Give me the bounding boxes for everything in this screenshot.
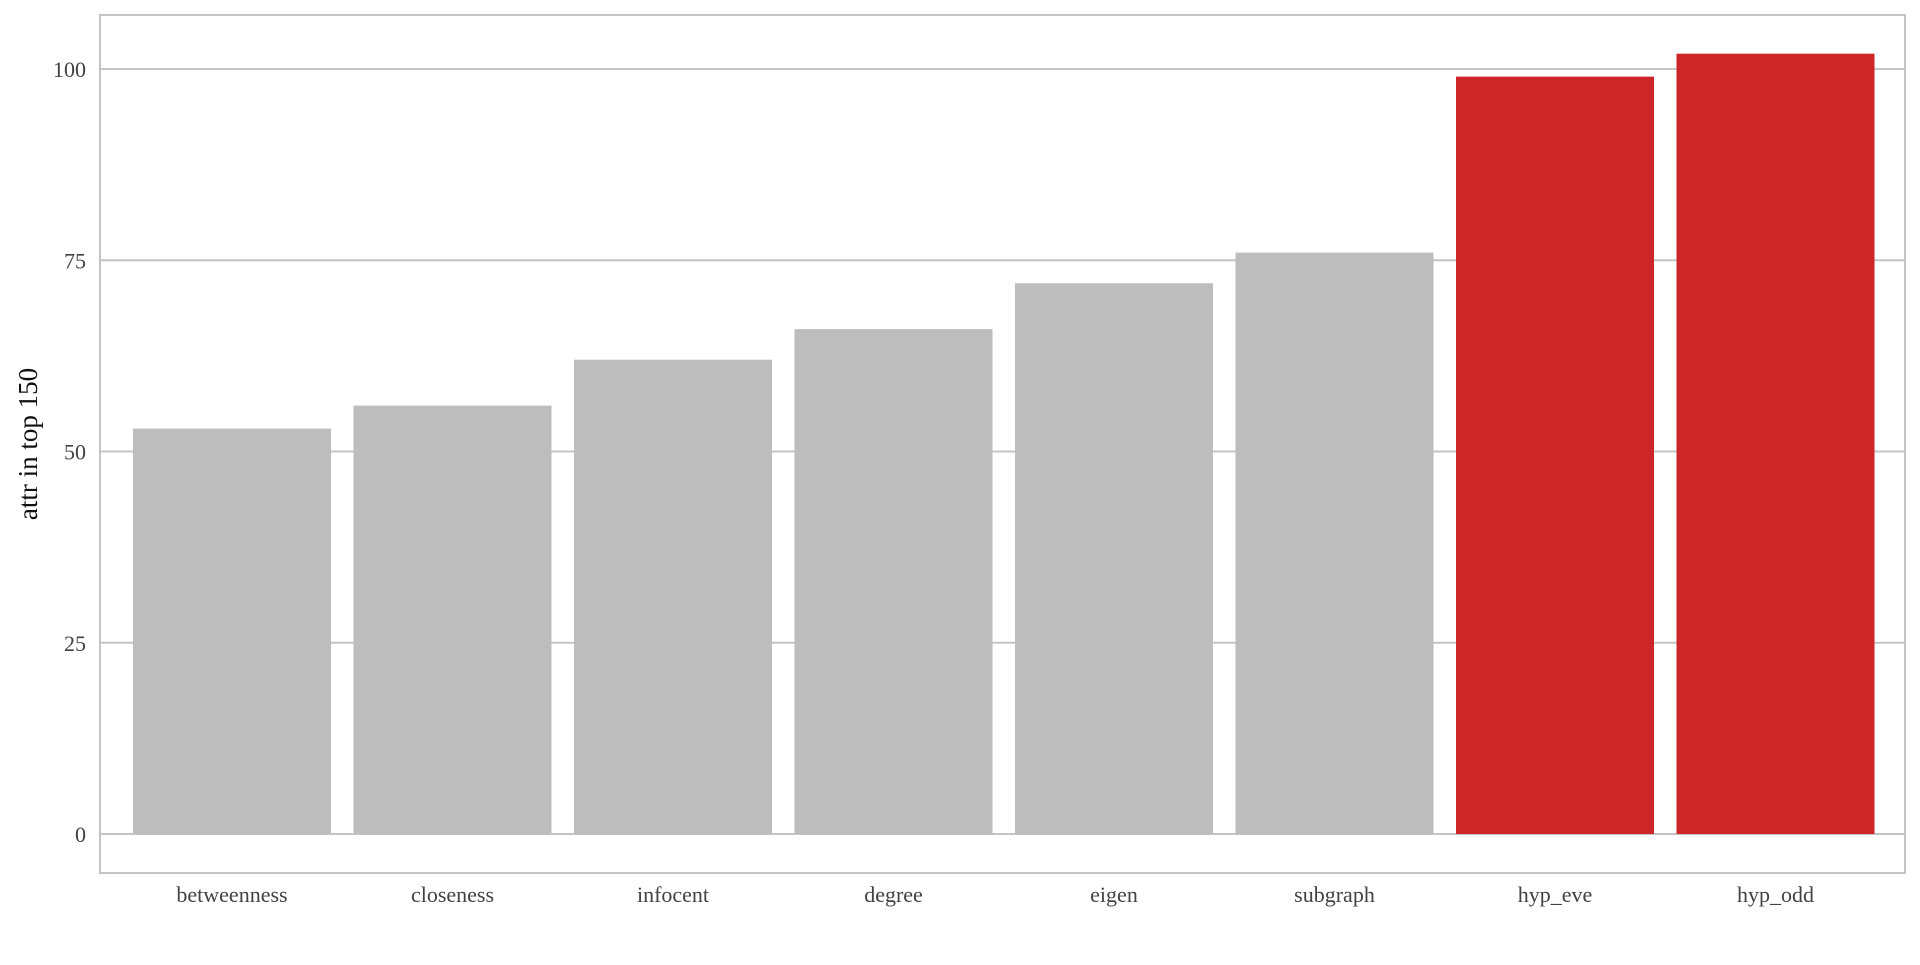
y-tick-label-0: 0 [75,822,86,847]
x-tick-label-hyp-eve: hyp_eve [1518,882,1593,907]
x-tick-label-hyp-odd: hyp_odd [1737,882,1814,907]
bar-closeness [353,405,552,834]
y-tick-label-50: 50 [64,440,86,465]
x-tick-label-closeness: closeness [411,882,494,907]
x-tick-label-degree: degree [864,882,923,907]
x-tick-labels: betweenness closeness infocent degree eigen s… [176,882,1814,907]
bar-degree [794,329,993,834]
x-tick-label-infocent: infocent [637,882,709,907]
bar-subgraph [1235,252,1434,835]
y-axis-label: attr in top 150 [13,368,43,520]
bar-hyp-odd [1676,53,1875,834]
x-tick-label-subgraph: subgraph [1294,882,1375,907]
plot-frame [99,14,1906,874]
bars [133,53,1875,835]
x-tick-label-eigen: eigen [1090,882,1138,907]
y-tick-label-100: 100 [53,57,86,82]
y-tick-label-25: 25 [64,631,86,656]
y-tick-labels: 0 25 50 75 100 [53,57,86,847]
y-tick-label-75: 75 [64,248,86,273]
bar-infocent [574,359,772,834]
bar-betweenness [133,428,331,834]
bar-eigen [1015,283,1213,834]
bar-hyp-eve [1456,76,1654,834]
x-tick-label-betweenness: betweenness [176,882,287,907]
